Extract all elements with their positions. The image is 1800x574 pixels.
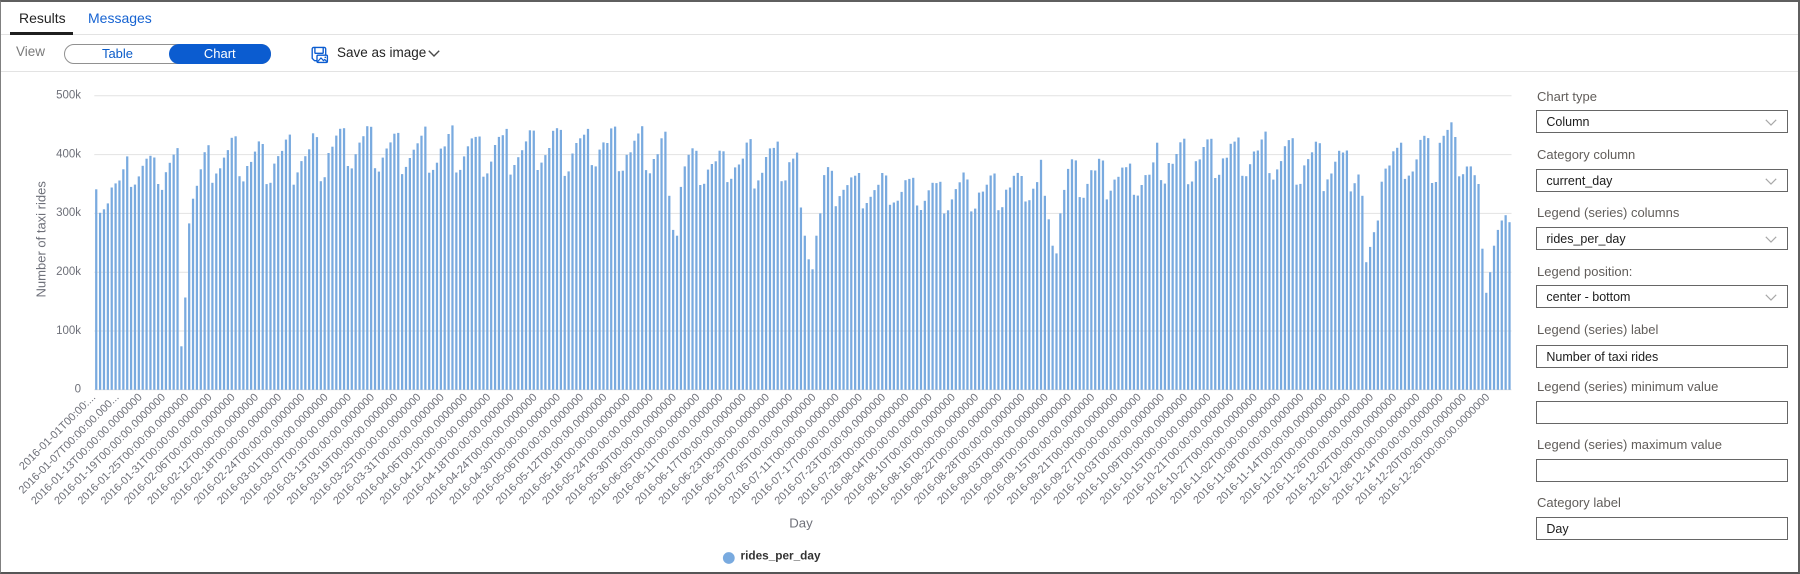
svg-text:rides_per_day: rides_per_day (741, 549, 821, 563)
svg-text:300k: 300k (56, 207, 81, 219)
svg-text:Day: Day (789, 516, 813, 531)
svg-text:500k: 500k (56, 90, 81, 102)
svg-text:0: 0 (75, 384, 81, 396)
svg-text:100k: 100k (56, 325, 81, 337)
svg-text:Number of taxi rides: Number of taxi rides (34, 181, 49, 298)
svg-text:400k: 400k (56, 148, 81, 160)
svg-text:200k: 200k (56, 266, 81, 278)
